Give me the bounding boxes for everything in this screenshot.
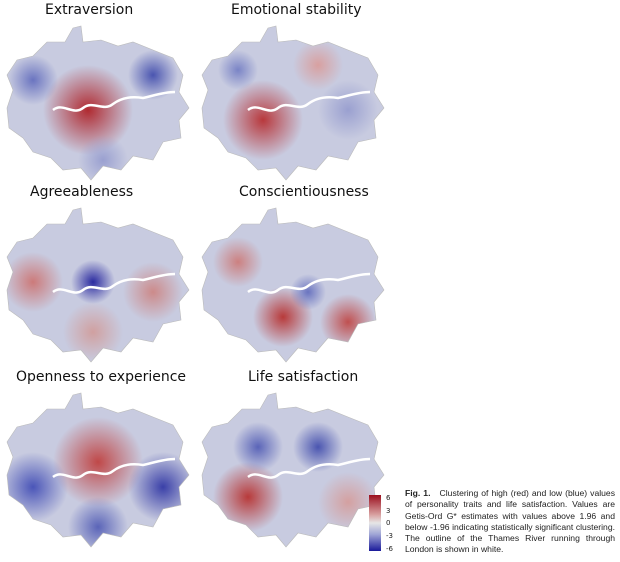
borough-outline: [6, 207, 190, 363]
thames-river: [247, 272, 371, 294]
legend-tick: 0: [386, 519, 391, 527]
legend-tick: -6: [386, 545, 393, 553]
cluster-region: [128, 452, 189, 522]
map-openness: [6, 392, 190, 548]
color-scale-legend: [369, 495, 381, 551]
cluster-region: [290, 274, 326, 310]
cluster-region: [63, 302, 123, 362]
borough-outline: [6, 25, 190, 181]
map-title-extraversion: Extraversion: [45, 2, 134, 18]
cluster-region: [223, 80, 303, 160]
thames-river: [247, 457, 371, 479]
borough-outline: [201, 207, 385, 363]
legend-tick: 6: [386, 494, 391, 502]
map-life-satisfaction: [201, 392, 385, 548]
map-agreeableness: [6, 207, 190, 363]
cluster-region: [293, 422, 343, 472]
cluster-region: [71, 260, 115, 304]
cluster-region: [7, 252, 63, 312]
borough-outline: [6, 392, 190, 548]
caption-label: Fig. 1.: [405, 488, 431, 498]
map-extraversion: [6, 25, 190, 181]
caption-text: Clustering of high (red) and low (blue) …: [405, 488, 615, 555]
cluster-region: [213, 237, 263, 287]
cluster-region: [8, 55, 58, 105]
figure-caption: Fig. 1. Clustering of high (red) and low…: [405, 488, 615, 556]
legend-tick: -3: [386, 532, 393, 540]
cluster-region: [318, 80, 378, 140]
cluster-region: [53, 417, 143, 507]
thames-river: [52, 457, 176, 479]
map-title-life-satisfaction: Life satisfaction: [248, 369, 359, 385]
cluster-region: [213, 462, 283, 532]
borough-outline: [201, 25, 385, 181]
cluster-region: [128, 50, 178, 100]
cluster-region: [218, 50, 258, 90]
cluster-region: [78, 135, 128, 180]
cluster-region: [123, 262, 183, 322]
cluster-region: [43, 65, 133, 155]
map-conscientiousness: [201, 207, 385, 363]
map-emotional-stability: [201, 25, 385, 181]
thames-river: [247, 90, 371, 112]
map-title-emotional-stability: Emotional stability: [231, 2, 362, 18]
map-title-agreeableness: Agreeableness: [30, 184, 134, 200]
map-title-openness: Openness to experience: [16, 369, 187, 385]
cluster-region: [233, 422, 283, 472]
cluster-region: [293, 40, 343, 90]
thames-river: [52, 272, 176, 294]
legend-tick: 3: [386, 507, 391, 515]
borough-outline: [201, 392, 385, 548]
map-title-conscientiousness: Conscientiousness: [239, 184, 369, 200]
thames-river: [52, 90, 176, 112]
